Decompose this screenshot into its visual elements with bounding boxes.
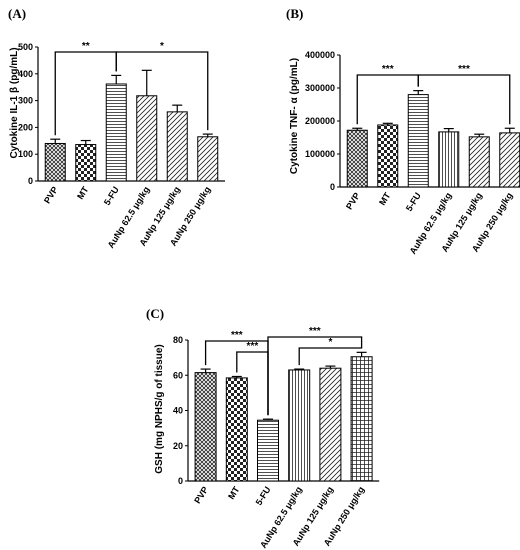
significance-label-3: *	[328, 337, 332, 348]
x-tick-label-2: 5-FU	[404, 191, 423, 213]
bar-1	[225, 377, 248, 482]
significance-bracket-2	[267, 336, 363, 416]
y-tick-label: 0	[28, 176, 33, 186]
panel-label-a: (A)	[8, 6, 26, 21]
x-tick-label-1: MT	[377, 190, 393, 207]
x-tick-label-0: PVP	[42, 185, 60, 206]
chart-panel-c: (C) GSH (mg NPHS/g of tissue) 0 20 40 60 80 P…	[146, 306, 380, 550]
y-tick-label: 500	[18, 42, 33, 52]
bar-4	[468, 136, 490, 188]
significance-bracket-1	[115, 51, 209, 131]
y-tick-label: 100000	[305, 149, 335, 159]
panel-label-b: (B)	[286, 6, 303, 21]
y-tick-label: 400	[18, 69, 33, 79]
significance-label-1: ***	[247, 341, 259, 352]
bar-1	[75, 144, 97, 182]
significance-label-1: ***	[458, 64, 470, 75]
y-tick-label: 200000	[305, 116, 335, 126]
bar-3	[288, 369, 311, 482]
significance-label-0: **	[82, 41, 90, 52]
significance-label-1: *	[160, 41, 164, 52]
x-tick-label-1: MT	[226, 484, 242, 501]
panel-label-c: (C)	[146, 306, 164, 321]
significance-bracket-3	[298, 347, 363, 366]
y-tick-label: 40	[173, 406, 183, 416]
y-tick-label: 400000	[305, 50, 335, 60]
bar-3	[438, 131, 460, 188]
y-tick-label: 200	[18, 122, 33, 132]
y-tick-label: 80	[173, 335, 183, 345]
bar-0	[194, 372, 217, 482]
y-axis-label-c: GSH (mg NPHS/g of tissue)	[154, 344, 165, 473]
y-tick-label: 0	[330, 182, 335, 192]
bar-0	[346, 129, 368, 188]
bar-5	[350, 356, 373, 482]
bar-5	[499, 132, 520, 188]
bar-2	[105, 83, 127, 182]
x-tick-label-0: PVP	[192, 485, 210, 506]
significance-label-2: ***	[309, 326, 321, 337]
x-tick-label-2: 5-FU	[102, 185, 121, 207]
y-tick-label: 20	[173, 441, 183, 451]
x-tick-label-0: PVP	[344, 191, 362, 212]
x-tick-label-1: MT	[75, 184, 91, 201]
significance-label-0: ***	[382, 64, 394, 75]
y-axis-label-b: Cytokine TNF- α (pg/mL)	[289, 58, 300, 174]
y-tick-label: 0	[178, 476, 183, 486]
chart-panel-b: (B) Cytokine TNF- α (pg/mL) 0 100000 20000…	[286, 6, 520, 256]
bar-1	[377, 124, 399, 188]
bar-2	[257, 419, 279, 482]
y-tick-label: 300000	[305, 83, 335, 93]
y-tick-label: 300	[18, 96, 33, 106]
bar-5	[197, 136, 219, 182]
bar-4	[319, 367, 342, 482]
x-tick-label-2: 5-FU	[254, 485, 273, 507]
bar-2	[407, 94, 429, 188]
y-tick-label: 100	[18, 149, 33, 159]
bar-0	[44, 142, 66, 182]
chart-panel-a: (A) Cytokine IL-1 β (pg/mL) 0 100 200 300 40…	[8, 6, 225, 250]
y-tick-label: 60	[173, 370, 183, 380]
y-axis-label-a: Cytokine IL-1 β (pg/mL)	[9, 47, 20, 158]
bar-3	[136, 95, 158, 182]
significance-bracket-1	[417, 74, 511, 125]
bar-4	[166, 111, 188, 182]
significance-label-0: ***	[231, 330, 243, 341]
